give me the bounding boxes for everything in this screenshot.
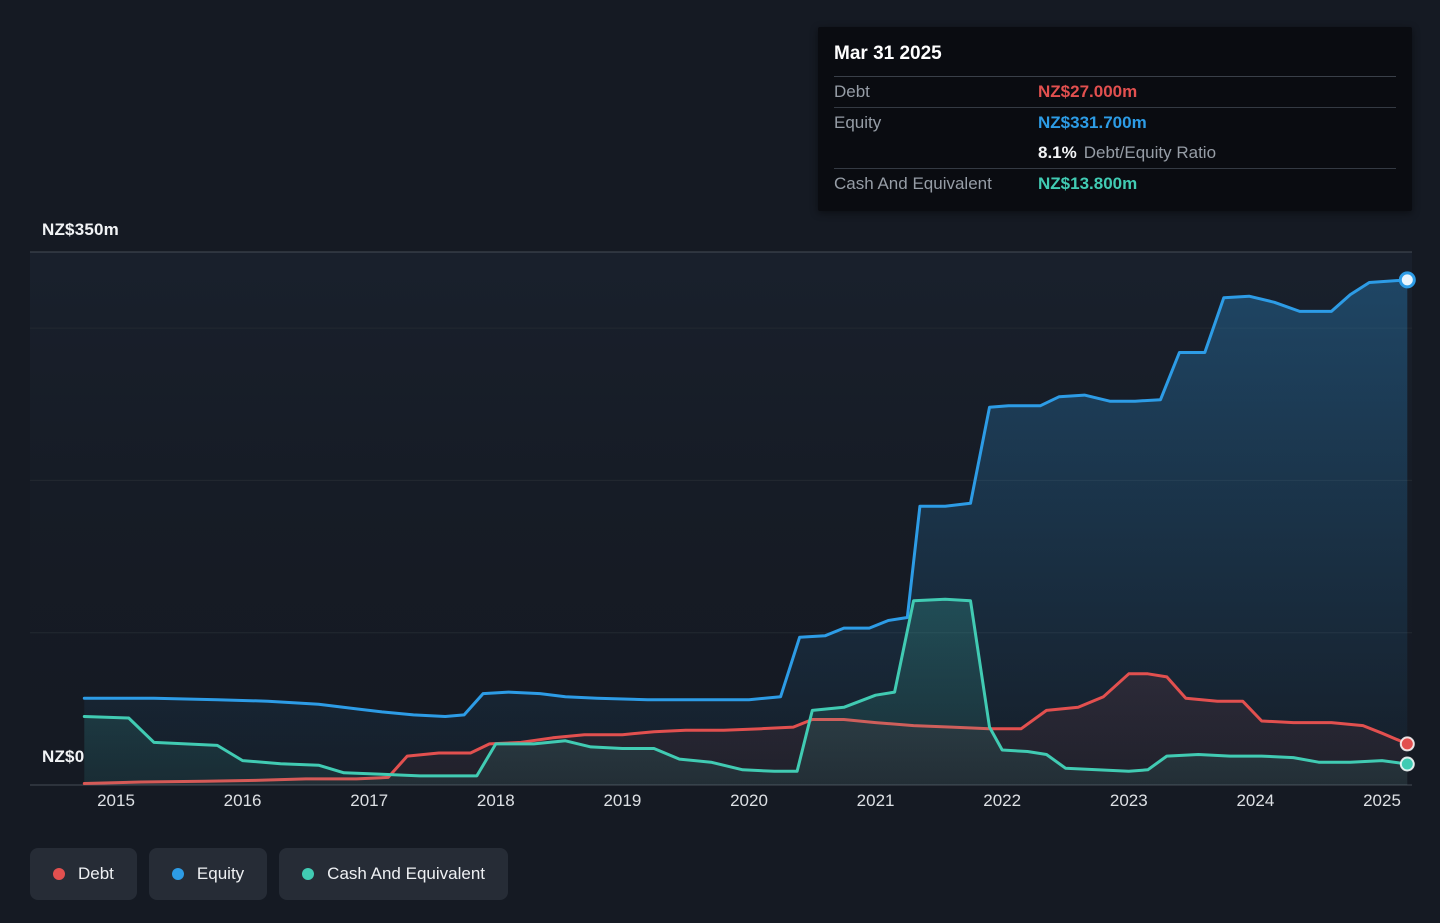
debt-equity-history-page: NZ$350m NZ$0 201520162017201820192020202…	[0, 0, 1440, 923]
tooltip-ratio-value: 8.1%	[1038, 143, 1077, 163]
tooltip-equity-value: NZ$331.700m	[1038, 113, 1147, 133]
tooltip-date: Mar 31 2025	[834, 37, 1396, 77]
tooltip-row-ratio: 8.1% Debt/Equity Ratio	[834, 138, 1396, 169]
tooltip-row-debt: Debt NZ$27.000m	[834, 77, 1396, 108]
tooltip-row-equity: Equity NZ$331.700m	[834, 108, 1396, 138]
legend-label-debt: Debt	[78, 864, 114, 884]
debt-end-marker	[1401, 737, 1414, 750]
cash-series-dot-icon	[302, 868, 314, 880]
tooltip-cash-label: Cash And Equivalent	[834, 174, 1038, 194]
equity-series-dot-icon	[172, 868, 184, 880]
tooltip-debt-value: NZ$27.000m	[1038, 82, 1137, 102]
y-axis-max-label: NZ$350m	[42, 220, 119, 240]
tooltip-cash-value: NZ$13.800m	[1038, 174, 1137, 194]
legend-item-debt[interactable]: Debt	[30, 848, 137, 900]
tooltip-row-cash: Cash And Equivalent NZ$13.800m	[834, 169, 1396, 199]
legend-item-equity[interactable]: Equity	[149, 848, 267, 900]
legend-label-cash: Cash And Equivalent	[327, 864, 485, 884]
tooltip-debt-label: Debt	[834, 82, 1038, 102]
cash-and-equivalent-end-marker	[1401, 758, 1414, 771]
legend-label-equity: Equity	[197, 864, 244, 884]
chart-legend: Debt Equity Cash And Equivalent	[30, 848, 508, 900]
chart-tooltip: Mar 31 2025 Debt NZ$27.000m Equity NZ$33…	[818, 27, 1412, 211]
equity-end-marker	[1400, 273, 1414, 287]
tooltip-equity-label: Equity	[834, 113, 1038, 133]
tooltip-ratio-label: Debt/Equity Ratio	[1084, 143, 1216, 163]
y-axis-zero-label: NZ$0	[42, 747, 84, 767]
legend-item-cash[interactable]: Cash And Equivalent	[279, 848, 508, 900]
debt-series-dot-icon	[53, 868, 65, 880]
